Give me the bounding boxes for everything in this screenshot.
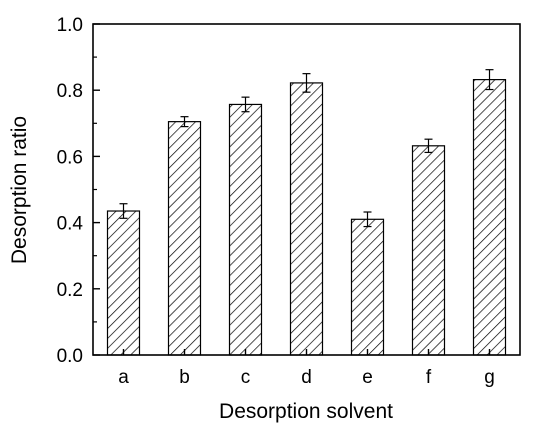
x-tick-label: f [426,367,432,388]
bar-e [350,218,385,356]
x-tick-label: b [179,367,190,388]
x-tick-label: e [362,367,373,388]
bar-g [472,79,507,356]
x-axis-title: Desorption solvent [219,400,393,423]
error-bars-group [119,69,494,228]
bar-a [106,210,141,356]
x-tick-label: c [241,367,251,388]
y-tick-label: 0.8 [57,81,83,102]
bar-b [167,121,202,356]
error-bar-a [119,203,128,219]
y-tick-label: 1.0 [57,15,83,36]
y-tick-label: 0.6 [57,147,83,168]
x-tick-label: d [301,367,312,388]
error-bar-d [302,73,311,93]
bars-group [106,79,507,356]
y-axis-ticks: 0.0 0.2 0.4 0.6 0.8 1.0 [57,15,100,367]
x-tick-label: g [484,367,495,388]
error-bar-b [180,116,189,128]
x-axis-ticks: a b c d e f g [118,349,495,388]
y-tick-label: 0.2 [57,280,83,301]
error-bar-e [363,211,372,228]
y-axis-title: Desorption ratio [8,116,31,264]
error-bar-c [241,96,250,113]
y-tick-label: 0.0 [57,346,83,367]
y-tick-label: 0.4 [57,214,84,235]
bar-c [228,103,263,356]
x-tick-label: a [118,367,129,388]
error-bar-f [424,138,433,154]
bar-f [411,145,446,356]
error-bar-g [485,69,494,91]
bar-d [289,82,324,356]
